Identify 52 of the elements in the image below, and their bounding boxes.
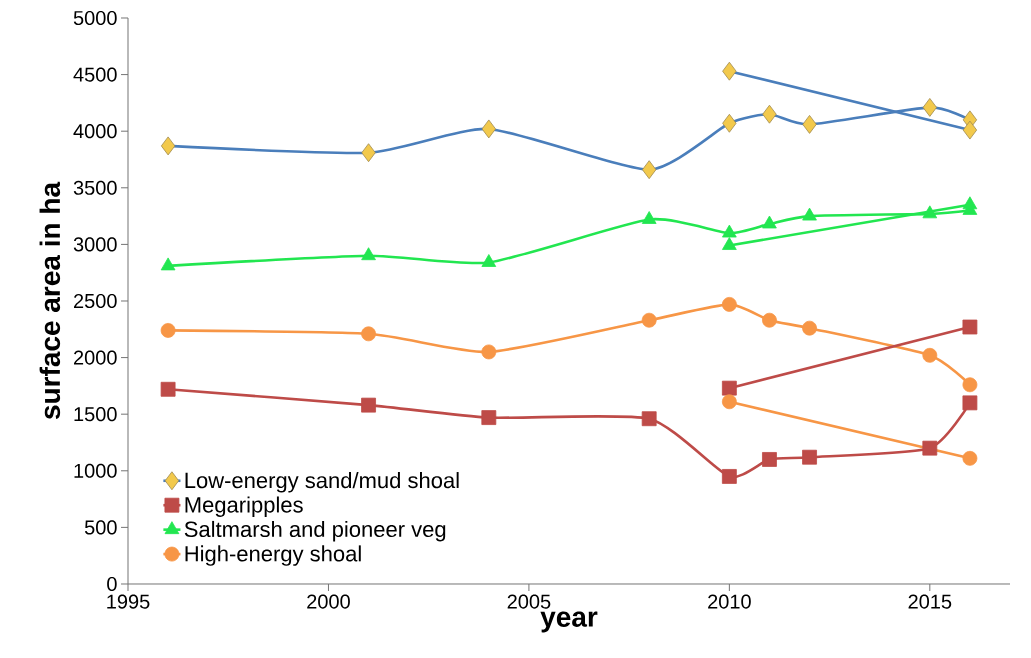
y-tick-label: 5000 (73, 10, 117, 26)
point (721, 296, 737, 312)
point (922, 347, 938, 363)
y-tick-label: 3000 (73, 237, 117, 252)
point (361, 326, 376, 342)
y-tick-label: 1500 (74, 407, 117, 422)
legend-label: Megaripples (185, 496, 303, 517)
y-tick-label: 2000 (74, 350, 117, 365)
x-tick-label: 2005 (507, 594, 551, 609)
x-tick-label: 1995 (107, 594, 150, 609)
point (721, 380, 737, 396)
point (721, 469, 737, 484)
point (641, 411, 657, 427)
point (722, 224, 737, 238)
x-axis-title: year (540, 611, 598, 633)
point (962, 319, 978, 335)
point (160, 323, 176, 338)
y-tick-label: 4500 (73, 67, 117, 82)
point (762, 215, 777, 229)
y-tick-label: 0 (107, 576, 117, 592)
point (962, 377, 978, 393)
x-tick-label: 2015 (908, 594, 952, 609)
point (361, 247, 376, 261)
x-tick-label: 2010 (708, 594, 751, 609)
point (962, 395, 978, 411)
point (481, 344, 497, 360)
y-tick-label: 3500 (73, 180, 117, 195)
legend-label: High-energy shoal (185, 545, 361, 566)
point (802, 207, 817, 221)
point (160, 381, 176, 397)
point (641, 211, 657, 224)
y-tick-label: 1000 (74, 463, 117, 478)
point (160, 257, 176, 271)
point (962, 450, 978, 466)
point (481, 410, 497, 425)
legend-label: Low-energy sand/mud shoal (185, 472, 459, 493)
y-tick-label: 500 (84, 520, 117, 535)
y-tick-label: 4000 (73, 124, 117, 139)
point (721, 394, 737, 410)
point (762, 452, 777, 467)
x-tick-label: 2000 (307, 594, 350, 609)
point (802, 449, 817, 465)
y-tick-label: 2500 (74, 293, 117, 309)
point (481, 254, 497, 267)
point (802, 320, 817, 336)
point (361, 397, 376, 413)
legend-label: Saltmarsh and pioneer veg (184, 520, 446, 542)
y-axis-title: surface area in ha (39, 181, 61, 420)
point (922, 205, 938, 219)
point (922, 440, 938, 456)
point (641, 312, 657, 328)
point (762, 312, 777, 328)
